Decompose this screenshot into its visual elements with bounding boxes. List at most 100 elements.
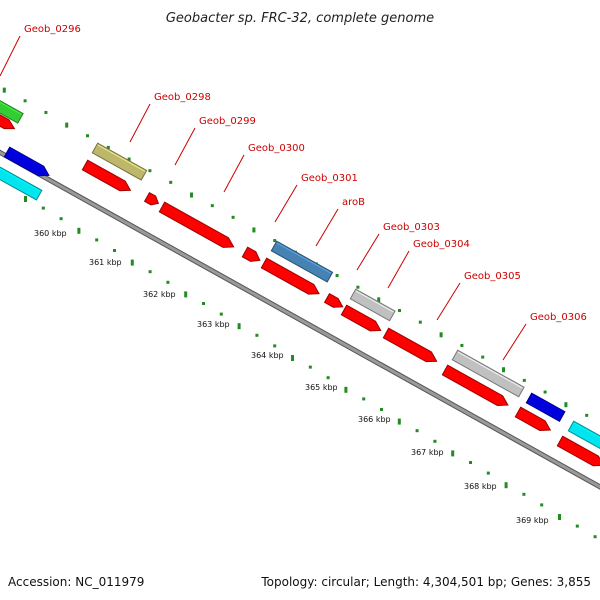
gc-tick [481, 355, 485, 359]
gc-tick [273, 239, 277, 243]
scale-tick [380, 408, 383, 411]
gc-tick [460, 343, 464, 347]
gene-feature-cds[interactable] [0, 109, 17, 133]
scale-tick [469, 461, 472, 464]
gene-feature-grey[interactable] [349, 288, 396, 322]
gene-feature-cds[interactable] [556, 435, 600, 470]
gene-label[interactable]: Geob_0296 [24, 24, 81, 35]
scale-tick [273, 344, 277, 348]
gene-feature-cds[interactable] [340, 304, 383, 335]
scale-tick [433, 439, 437, 443]
gc-tick [377, 297, 381, 303]
scale-tick [77, 227, 81, 234]
scale-tick [24, 196, 27, 202]
gc-tick [356, 285, 360, 289]
scale-tick [166, 280, 170, 284]
gene-label[interactable]: Geob_0304 [413, 239, 470, 250]
scale-tick [237, 323, 241, 330]
gene-label[interactable]: Geob_0301 [301, 173, 358, 184]
gc-tick [86, 134, 89, 138]
gc-tick [418, 320, 422, 324]
gene-feature-cds[interactable] [260, 257, 321, 298]
gene-label[interactable]: Geob_0299 [199, 116, 256, 127]
gc-tick [543, 390, 547, 394]
scale-tick [540, 503, 544, 507]
leader-line [129, 103, 151, 143]
gene-feature-cds[interactable] [323, 292, 346, 311]
gc-tick [23, 99, 27, 103]
scale-tick [291, 355, 294, 361]
gene-feature-cds[interactable] [441, 364, 510, 410]
gene-feature-green[interactable] [0, 87, 24, 124]
gene-feature-cds[interactable] [143, 191, 161, 208]
leader-line [174, 127, 196, 166]
leader-line [436, 282, 461, 321]
scale-label: 360 kbp [34, 229, 67, 238]
scale-tick [202, 302, 205, 305]
leader-line [223, 154, 245, 193]
scale-label: 365 kbp [305, 383, 338, 392]
outer-gc-tick-track [2, 87, 589, 417]
scale-label: 369 kbp [516, 516, 549, 525]
scale-tick [362, 397, 366, 401]
gc-tick [522, 378, 526, 382]
gc-tick [502, 367, 505, 373]
gene-feature-steelblue[interactable] [270, 240, 334, 283]
gc-tick [210, 204, 214, 208]
scale-tick [575, 524, 579, 528]
gene-feature-olive[interactable] [91, 142, 148, 181]
gc-tick [190, 192, 193, 198]
gene-feature-cds[interactable] [382, 327, 439, 366]
gene-labels: Geob_0296 Geob_0298 Geob_0299 Geob_0300 … [24, 24, 587, 323]
scale-label: 363 kbp [197, 320, 230, 329]
scale-tick [558, 514, 561, 520]
scale-tick [397, 418, 401, 425]
leader-line [0, 35, 21, 77]
scale-labels: 360 kbp 361 kbp 362 kbp 363 kbp 364 kbp … [34, 229, 549, 525]
gene-label[interactable]: aroB [342, 197, 365, 208]
gene-label[interactable]: Geob_0298 [154, 92, 211, 103]
gene-feature-cds[interactable] [514, 406, 553, 435]
scale-tick [113, 249, 116, 252]
map-title: Geobacter sp. FRC-32, complete genome [166, 11, 434, 26]
scale-tick [184, 291, 188, 298]
scale-label: 367 kbp [411, 448, 444, 457]
scale-tick [308, 365, 312, 369]
leader-line [387, 250, 410, 289]
gene-feature-blue[interactable] [525, 392, 566, 422]
label-leader-lines [0, 35, 527, 361]
gc-tick [252, 227, 256, 233]
genome-backbone [0, 149, 600, 490]
gene-feature-cds[interactable] [158, 201, 236, 252]
scale-tick [148, 270, 152, 274]
scale-tick [415, 429, 419, 433]
gene-label[interactable]: Geob_0306 [530, 312, 587, 323]
gene-feature-cds[interactable] [81, 159, 133, 195]
leader-line [356, 233, 380, 271]
gene-label[interactable]: Geob_0305 [464, 271, 521, 282]
gene-feature-cyan[interactable] [0, 159, 43, 201]
gc-tick [44, 110, 48, 114]
gc-tick [148, 169, 152, 173]
leader-line [315, 208, 339, 247]
gene-feature-cyan[interactable] [567, 420, 600, 451]
scale-label: 364 kbp [251, 351, 284, 360]
gc-tick [398, 309, 401, 312]
gc-tick [2, 87, 6, 93]
scale-tick [326, 376, 330, 380]
scale-tick [486, 471, 490, 475]
gene-feature-blue[interactable] [3, 146, 51, 180]
gc-tick [127, 157, 131, 163]
gene-label[interactable]: Geob_0300 [248, 143, 305, 154]
gene-feature-grey[interactable] [451, 349, 525, 398]
gene-feature-cds[interactable] [241, 246, 262, 265]
scale-tick [95, 238, 99, 242]
scale-label: 361 kbp [89, 258, 122, 267]
gc-tick [106, 145, 110, 149]
scale-tick [130, 259, 134, 266]
summary-text: Topology: circular; Length: 4,304,501 bp… [260, 575, 591, 589]
gene-label[interactable]: Geob_0303 [383, 222, 440, 233]
gc-tick [65, 122, 69, 128]
gc-tick [585, 413, 589, 417]
